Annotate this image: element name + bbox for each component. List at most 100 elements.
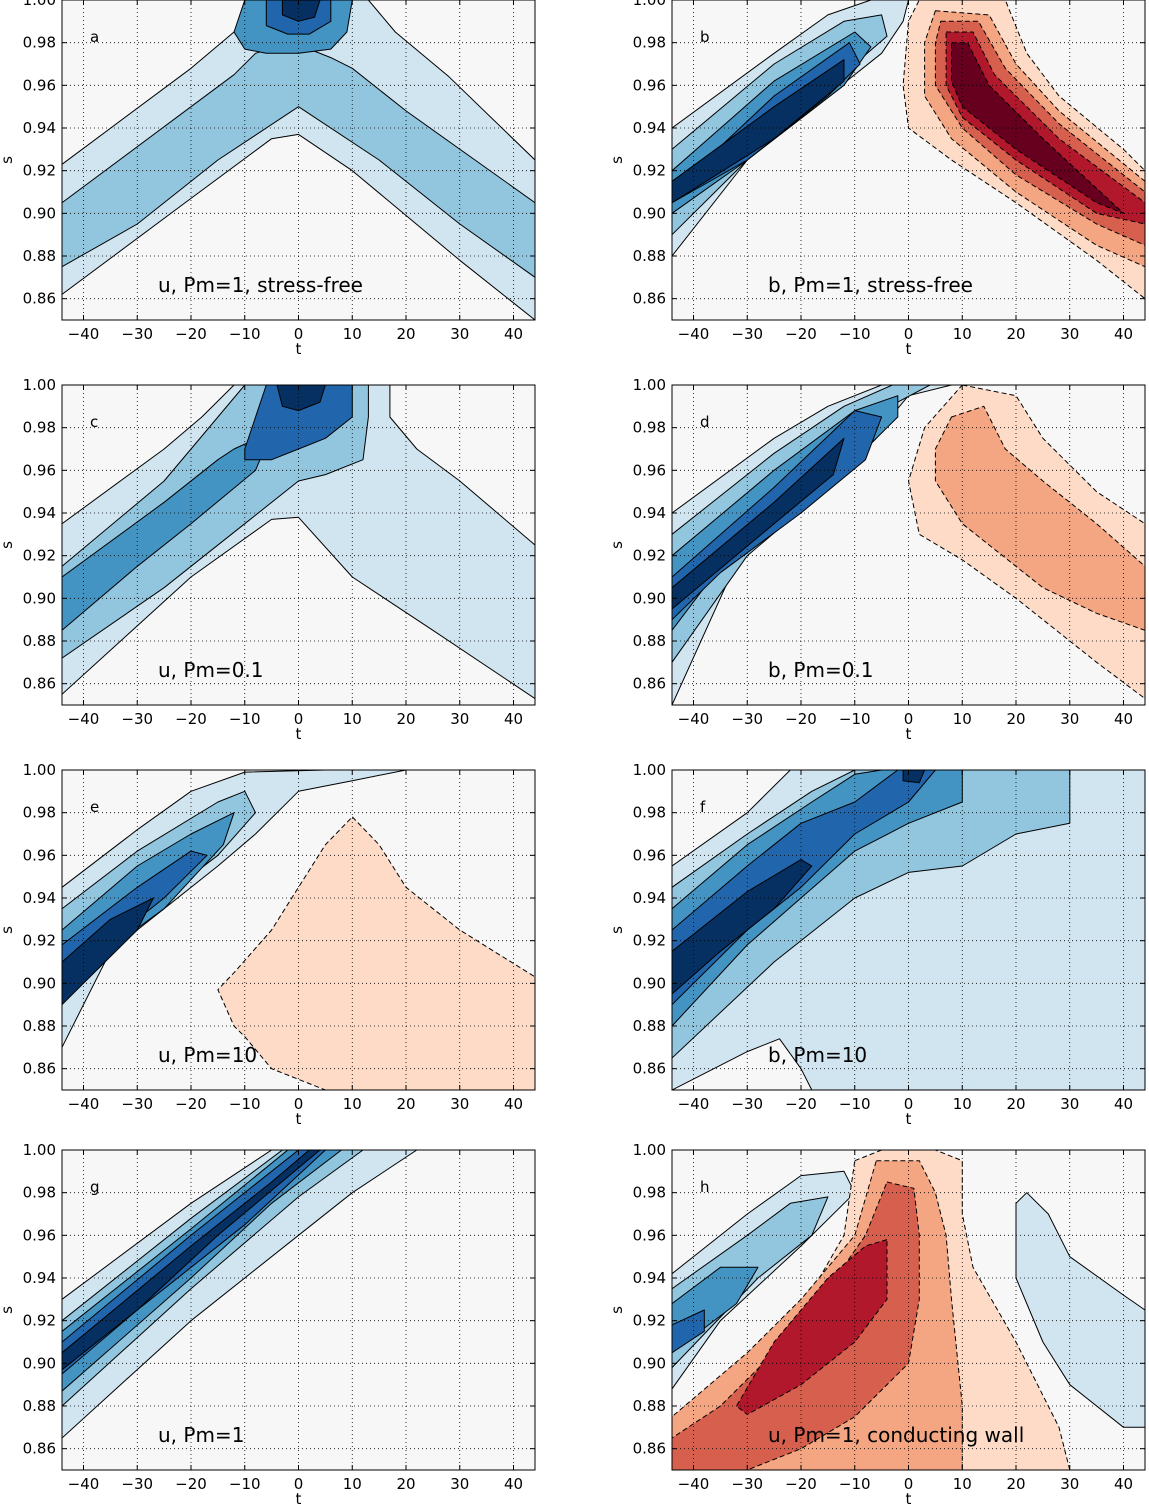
y-axis-label: s — [608, 1306, 626, 1314]
x-tick-label: −20 — [175, 710, 207, 728]
panel-caption: b, Pm=10 — [768, 1043, 867, 1067]
x-tick-label: 30 — [450, 710, 469, 728]
panel-e: −40 −30 −20 −10 0 10 20 30 40 0.86 0.88 0.90 0.92 0.9… — [0, 761, 536, 1128]
y-tick-label: 1.00 — [23, 761, 56, 779]
contour-region-4 — [672, 437, 845, 610]
y-tick-label: 0.88 — [633, 1397, 666, 1415]
x-tick-label: −30 — [731, 710, 763, 728]
x-axis-label: t — [906, 1110, 912, 1128]
x-tick-label: 30 — [450, 1095, 469, 1113]
x-tick-label: 10 — [343, 710, 362, 728]
y-tick-label: 0.90 — [23, 1354, 56, 1372]
y-tick-label: 0.88 — [633, 632, 666, 650]
x-tick-label: 0 — [294, 1475, 304, 1493]
panel-letter: d — [700, 413, 710, 431]
ticks: −40 −30 −20 −10 0 10 20 30 40 0.86 0.88 0.90 0.92 0.9… — [23, 761, 535, 1113]
y-tick-label: 0.90 — [23, 974, 56, 992]
y-tick-label: 0.92 — [23, 932, 56, 950]
x-tick-label: −40 — [68, 1475, 100, 1493]
y-tick-label: 0.90 — [23, 589, 56, 607]
ticks: −40 −30 −20 −10 0 10 20 30 40 0.86 0.88 0.90 0.92 0.9… — [23, 376, 535, 728]
y-tick-label: 0.96 — [23, 846, 56, 864]
x-tick-label: 0 — [294, 325, 304, 343]
contour-region-6 — [934, 405, 1145, 631]
y-tick-label: 0.94 — [633, 1269, 666, 1287]
y-tick-label: 0.90 — [23, 204, 56, 222]
x-tick-label: −30 — [121, 325, 153, 343]
contour-regions — [672, 1150, 1145, 1470]
y-tick-label: 0.96 — [23, 76, 56, 94]
x-tick-label: 20 — [1006, 1475, 1025, 1493]
x-tick-label: 20 — [1006, 1095, 1025, 1113]
x-tick-label: 40 — [1114, 1095, 1133, 1113]
y-tick-label: 1.00 — [23, 376, 56, 394]
x-axis-label: t — [296, 725, 302, 743]
x-axis-label: t — [296, 340, 302, 358]
x-tick-label: 20 — [396, 1095, 415, 1113]
x-tick-label: −10 — [839, 1475, 871, 1493]
ticks: −40 −30 −20 −10 0 10 20 30 40 0.86 0.88 0.90 0.92 0.9… — [633, 0, 1145, 343]
panel-b: −40 −30 −20 −10 0 10 20 30 40 0.86 0.88 0.90 0.92 0.9… — [608, 0, 1146, 358]
ticks: −40 −30 −20 −10 0 10 20 30 40 0.86 0.88 0.90 0.92 0.9… — [23, 1141, 535, 1493]
y-tick-label: 0.86 — [23, 675, 56, 693]
x-tick-label: −10 — [229, 325, 261, 343]
panel-caption: u, Pm=1 — [158, 1423, 244, 1447]
y-tick-label: 0.88 — [23, 632, 56, 650]
x-tick-label: 30 — [1060, 1095, 1079, 1113]
x-tick-label: −10 — [839, 325, 871, 343]
panel-caption: b, Pm=1, stress-free — [768, 273, 973, 297]
y-tick-label: 0.86 — [633, 1060, 666, 1078]
panel-letter: f — [700, 798, 706, 816]
x-tick-label: −40 — [678, 1095, 710, 1113]
contour-region-3 — [244, 385, 353, 461]
x-tick-label: −30 — [731, 1095, 763, 1113]
panel-letter: e — [90, 798, 99, 816]
y-axis-label: s — [0, 1306, 16, 1314]
x-tick-label: 0 — [904, 1095, 914, 1113]
x-tick-label: −20 — [175, 1475, 207, 1493]
panel-a: −40 −30 −20 −10 0 10 20 30 40 0.86 0.88 0.90 0.92 0.9… — [0, 0, 536, 358]
contour-region-4 — [672, 859, 813, 995]
x-tick-label: 10 — [343, 325, 362, 343]
x-tick-label: 30 — [1060, 325, 1079, 343]
y-tick-label: 0.92 — [23, 162, 56, 180]
x-tick-label: 0 — [294, 1095, 304, 1113]
y-axis-label: s — [0, 156, 16, 164]
y-tick-label: 0.94 — [23, 889, 56, 907]
panel-letter: g — [90, 1178, 100, 1196]
contour-region-8 — [736, 1239, 888, 1415]
x-tick-label: 30 — [1060, 710, 1079, 728]
contour-region-8 — [945, 31, 1145, 225]
x-tick-label: −20 — [785, 1475, 817, 1493]
panel-caption: b, Pm=0.1 — [768, 658, 874, 682]
y-tick-label: 1.00 — [23, 1141, 56, 1159]
y-tick-label: 0.88 — [23, 1017, 56, 1035]
panel-d: −40 −30 −20 −10 0 10 20 30 40 0.86 0.88 0.90 0.92 0.9… — [608, 376, 1146, 743]
y-tick-label: 0.90 — [633, 589, 666, 607]
x-tick-label: 0 — [904, 710, 914, 728]
x-tick-label: −20 — [785, 710, 817, 728]
y-tick-label: 0.92 — [633, 547, 666, 565]
contour-region-3 — [672, 770, 936, 1006]
y-tick-label: 0.94 — [633, 119, 666, 137]
x-tick-label: −40 — [68, 710, 100, 728]
panel-c: −40 −30 −20 −10 0 10 20 30 40 0.86 0.88 0.90 0.92 0.9… — [0, 376, 536, 743]
y-tick-label: 0.96 — [23, 1226, 56, 1244]
x-tick-label: 40 — [1114, 1475, 1133, 1493]
contour-region-4 — [1015, 1192, 1145, 1428]
x-tick-label: 40 — [1114, 710, 1133, 728]
x-tick-label: −40 — [68, 1095, 100, 1113]
y-tick-label: 0.92 — [23, 1312, 56, 1330]
x-tick-label: 30 — [1060, 1475, 1079, 1493]
y-axis-label: s — [0, 926, 16, 934]
y-tick-label: 0.86 — [633, 1440, 666, 1458]
x-tick-label: −20 — [785, 325, 817, 343]
y-tick-label: 0.96 — [633, 1226, 666, 1244]
ticks: −40 −30 −20 −10 0 10 20 30 40 0.86 0.88 0.90 0.92 0.9… — [633, 376, 1145, 728]
x-tick-label: 30 — [450, 1475, 469, 1493]
panel-caption: u, Pm=10 — [158, 1043, 257, 1067]
panel-caption: u, Pm=0.1 — [158, 658, 264, 682]
x-tick-label: −10 — [229, 1095, 261, 1113]
